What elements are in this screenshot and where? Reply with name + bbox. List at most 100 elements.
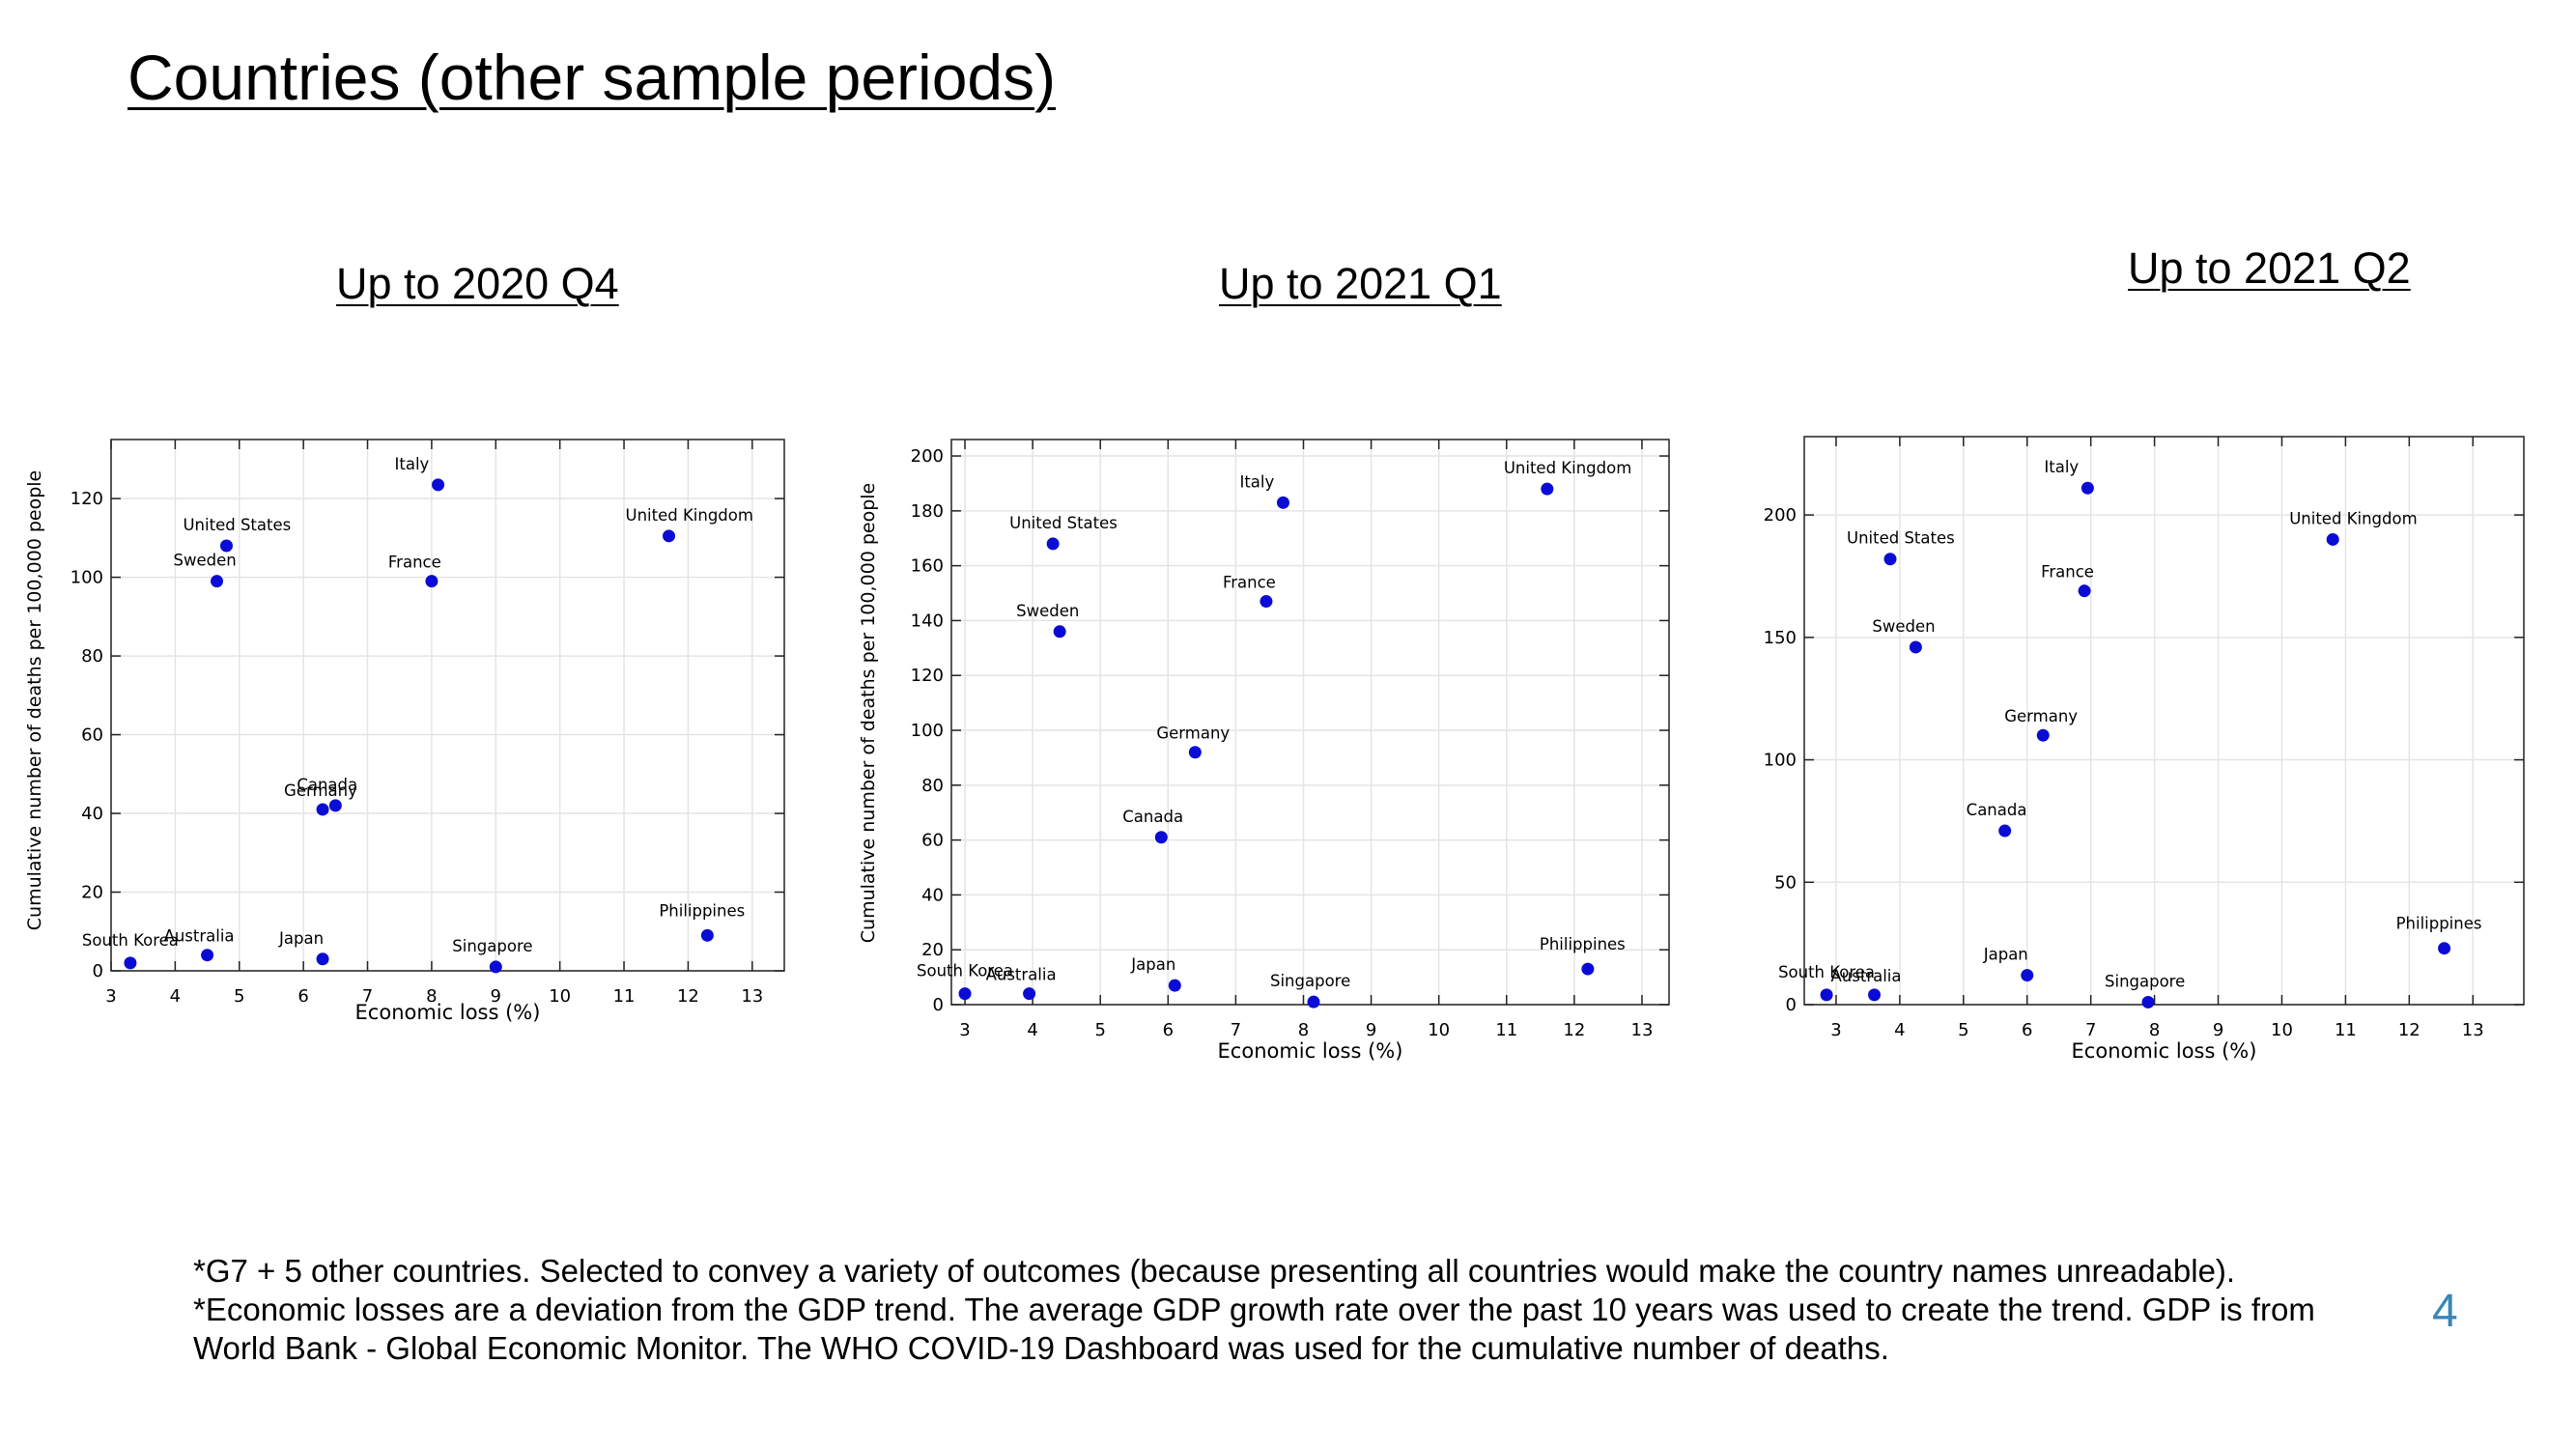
y-tick-label: 180: [911, 501, 944, 522]
data-point-france: [1260, 595, 1273, 609]
data-point-japan: [2021, 969, 2034, 982]
x-tick-label: 13: [741, 986, 763, 1007]
point-label-south-korea: South Korea: [917, 962, 1013, 980]
y-tick-label: 60: [921, 831, 944, 851]
data-point-australia: [201, 949, 214, 962]
data-point-france: [425, 575, 439, 588]
point-label-japan: Japan: [278, 929, 324, 948]
point-label-australia: Australia: [1831, 967, 1902, 985]
x-tick-label: 6: [1163, 1020, 1174, 1040]
data-point-south-korea: [124, 956, 137, 970]
data-point-united-states: [1883, 553, 1897, 566]
point-label-japan: Japan: [1130, 955, 1175, 974]
x-tick-label: 3: [959, 1020, 970, 1040]
data-point-canada: [1154, 831, 1168, 844]
data-point-singapore: [1307, 995, 1320, 1009]
data-point-italy: [432, 478, 445, 492]
point-label-germany: Germany: [2004, 707, 2078, 725]
point-label-sweden: Sweden: [1016, 602, 1079, 620]
data-point-australia: [1868, 988, 1882, 1002]
y-tick-label: 100: [71, 568, 103, 588]
point-label-united-kingdom: United Kingdom: [1504, 459, 1631, 477]
data-point-sweden: [1053, 625, 1066, 639]
x-tick-label: 9: [2213, 1020, 2223, 1040]
chart-title-2021-q1: Up to 2021 Q1: [1219, 259, 1502, 308]
data-point-australia: [1023, 987, 1036, 1001]
point-label-france: France: [388, 554, 441, 572]
y-tick-label: 150: [1764, 628, 1797, 648]
point-label-australia: Australia: [164, 927, 235, 946]
x-tick-label: 4: [1027, 1020, 1037, 1040]
y-tick-label: 60: [81, 725, 103, 746]
x-tick-label: 12: [677, 986, 699, 1007]
data-point-canada: [328, 799, 342, 812]
x-tick-label: 11: [613, 986, 636, 1007]
point-label-italy: Italy: [1239, 472, 1274, 491]
data-point-singapore: [489, 960, 502, 974]
x-tick-label: 3: [105, 986, 116, 1007]
x-tick-label: 4: [170, 986, 181, 1007]
data-point-united-kingdom: [663, 529, 676, 543]
x-tick-label: 5: [234, 986, 244, 1007]
y-tick-label: 20: [921, 940, 944, 960]
x-tick-label: 5: [1958, 1020, 1968, 1040]
point-label-germany: Germany: [1156, 724, 1230, 743]
y-tick-label: 0: [933, 995, 944, 1015]
plot-frame: [110, 439, 785, 972]
x-tick-label: 6: [2022, 1020, 2032, 1040]
data-point-italy: [2081, 481, 2094, 495]
y-axis-label: Cumulative number of deaths per 100,000 …: [858, 483, 879, 943]
y-tick-label: 100: [1764, 751, 1797, 771]
point-label-germany: Germany: [284, 781, 357, 800]
data-point-germany: [1188, 746, 1202, 759]
x-tick-label: 8: [1298, 1020, 1309, 1040]
y-tick-label: 200: [1764, 505, 1797, 526]
point-label-france: France: [1223, 574, 1276, 592]
y-tick-label: 160: [911, 556, 944, 577]
y-tick-label: 200: [911, 446, 944, 467]
point-label-philippines: Philippines: [2396, 915, 2482, 933]
y-axis-label: Cumulative number of deaths per 100,000 …: [24, 470, 45, 930]
x-tick-label: 12: [2398, 1020, 2420, 1040]
footnote-line-2: *Economic losses are a deviation from th…: [193, 1292, 2315, 1327]
data-point-japan: [316, 952, 329, 966]
data-point-philippines: [700, 928, 714, 942]
data-point-japan: [1168, 979, 1181, 992]
data-point-canada: [1998, 824, 2012, 838]
data-point-singapore: [2141, 995, 2155, 1009]
x-tick-label: 7: [1231, 1020, 1241, 1040]
x-tick-label: 13: [1631, 1020, 1654, 1040]
y-tick-label: 40: [921, 885, 944, 905]
slide-title: Countries (other sample periods): [127, 42, 1057, 113]
point-label-canada: Canada: [1967, 801, 2027, 819]
point-label-canada: Canada: [297, 776, 357, 794]
chart-title-2020-q4: Up to 2020 Q4: [336, 259, 619, 308]
y-tick-label: 0: [1786, 995, 1797, 1015]
x-axis-label: Economic loss (%): [1218, 1039, 1403, 1063]
x-tick-label: 4: [1894, 1020, 1905, 1040]
x-tick-label: 9: [1366, 1020, 1376, 1040]
y-tick-label: 80: [81, 646, 103, 667]
point-label-canada: Canada: [1122, 808, 1183, 826]
x-tick-label: 3: [1830, 1020, 1841, 1040]
x-tick-label: 10: [549, 986, 571, 1007]
footnote-line-3: World Bank - Global Economic Monitor. Th…: [193, 1330, 1889, 1366]
y-tick-label: 120: [71, 489, 103, 509]
x-tick-label: 13: [2462, 1020, 2484, 1040]
point-label-singapore: Singapore: [452, 937, 532, 955]
data-point-united-kingdom: [1541, 482, 1554, 496]
point-label-united-kingdom: United Kingdom: [2289, 509, 2417, 527]
footnote: *G7 + 5 other countries. Selected to con…: [193, 1252, 2405, 1368]
point-label-sweden: Sweden: [174, 552, 237, 570]
data-point-italy: [1276, 496, 1289, 509]
data-point-south-korea: [1820, 988, 1833, 1002]
chart-title-2021-q2: Up to 2021 Q2: [2128, 243, 2411, 293]
x-tick-label: 8: [426, 986, 437, 1007]
slide-number: 4: [2432, 1286, 2458, 1337]
point-label-united-kingdom: United Kingdom: [626, 506, 753, 525]
y-tick-label: 140: [911, 611, 944, 631]
point-label-italy: Italy: [395, 455, 430, 473]
data-point-germany: [2036, 728, 2050, 742]
x-tick-label: 7: [362, 986, 373, 1007]
